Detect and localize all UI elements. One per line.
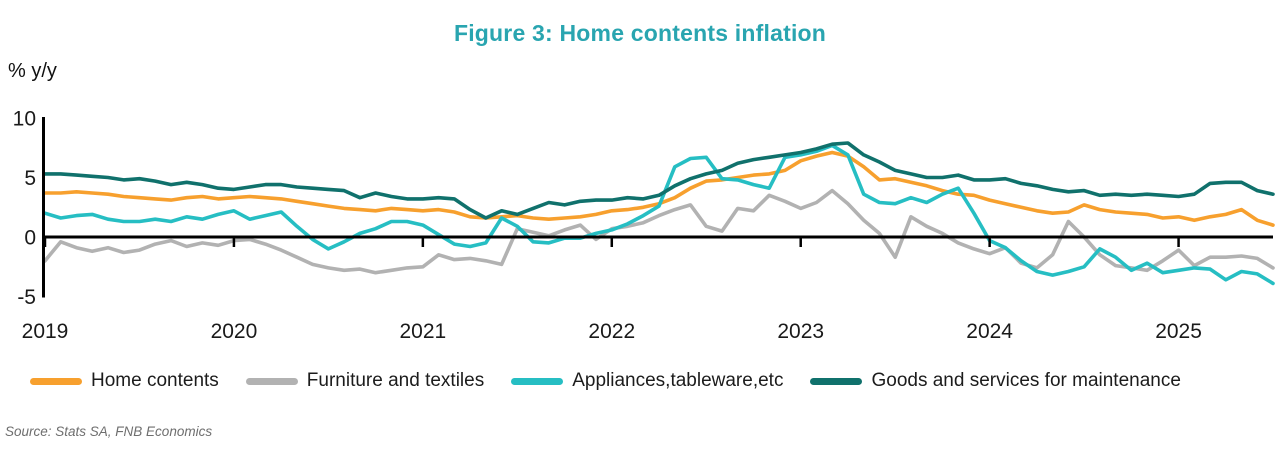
svg-text:2024: 2024 xyxy=(966,320,1013,343)
legend-item-furniture-textiles: Furniture and textiles xyxy=(245,370,485,392)
svg-text:0: 0 xyxy=(24,227,36,250)
y-axis-unit-label: % y/y xyxy=(8,60,57,82)
chart-title: Figure 3: Home contents inflation xyxy=(453,20,827,46)
svg-text:5: 5 xyxy=(24,167,36,190)
line-chart: 2019 2020 2021 2022 2023 2024 2025 10 5 0 -5 xyxy=(13,108,1275,343)
svg-text:2021: 2021 xyxy=(399,320,446,343)
svg-text:2025: 2025 xyxy=(1155,320,1202,343)
svg-text:2020: 2020 xyxy=(211,320,258,343)
legend-label: Home contents xyxy=(91,370,219,391)
legend-label: Goods and services for maintenance xyxy=(871,370,1181,391)
legend-label: Furniture and textiles xyxy=(306,370,485,391)
chart-legend: Home contents Furniture and textiles App… xyxy=(30,370,1181,392)
goods-services-swatch-icon xyxy=(810,377,863,385)
legend-label: Appliances,tableware,etc xyxy=(572,370,784,391)
furniture-textiles-swatch-icon xyxy=(245,377,298,385)
source-note: Source: Stats SA, FNB Economics xyxy=(5,424,213,439)
home-contents-swatch-icon xyxy=(30,377,82,385)
svg-text:2023: 2023 xyxy=(777,320,824,343)
svg-text:2019: 2019 xyxy=(22,320,69,343)
legend-item-goods-services-maintenance: Goods and services for maintenance xyxy=(810,370,1181,392)
legend-item-appliances: Appliances,tableware,etc xyxy=(511,370,783,392)
svg-text:2022: 2022 xyxy=(588,320,635,343)
appliances-swatch-icon xyxy=(511,377,564,385)
svg-text:10: 10 xyxy=(13,108,36,131)
svg-text:-5: -5 xyxy=(17,286,36,309)
legend-item-home-contents: Home contents xyxy=(30,370,219,392)
